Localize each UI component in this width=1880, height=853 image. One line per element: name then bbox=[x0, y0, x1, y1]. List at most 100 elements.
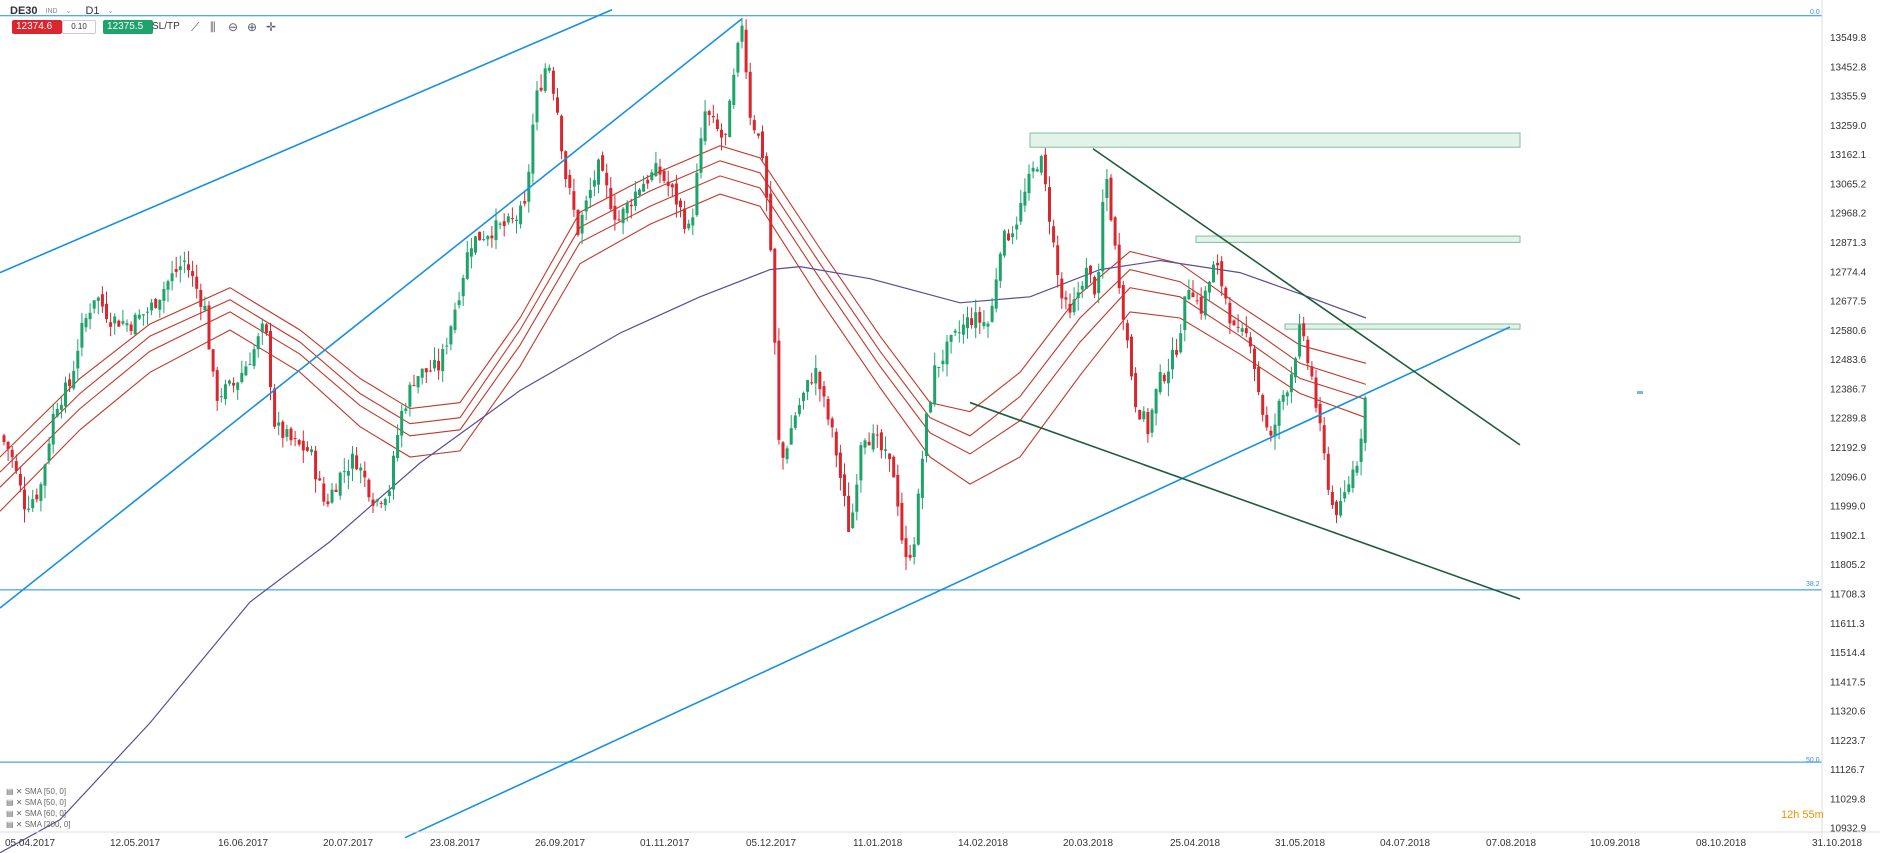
candle-body bbox=[1105, 178, 1109, 198]
line-chart-icon[interactable]: ⟋ bbox=[191, 20, 200, 34]
candle-body bbox=[18, 473, 22, 486]
price-tick-label: 11805.2 bbox=[1830, 560, 1866, 571]
candle-body bbox=[724, 133, 728, 135]
date-tick-label: 08.10.2018 bbox=[1696, 838, 1746, 849]
price-tick-label: 12289.8 bbox=[1830, 414, 1867, 425]
sltp-button[interactable]: SL/TP bbox=[152, 21, 180, 32]
date-tick-label: 31.05.2018 bbox=[1275, 838, 1325, 849]
candle-body bbox=[490, 235, 494, 239]
trendline[interactable] bbox=[404, 326, 1511, 839]
candle-body bbox=[1203, 290, 1207, 316]
candle-body bbox=[621, 208, 625, 224]
candle-body bbox=[847, 495, 851, 532]
candle-body bbox=[158, 299, 162, 310]
candle-body bbox=[551, 70, 555, 94]
timeframe-label[interactable]: D1 bbox=[85, 5, 100, 17]
candle-body bbox=[929, 402, 933, 413]
candle-body bbox=[297, 440, 301, 445]
indicator-label[interactable]: ▤ ✕ SMA [50, 0] bbox=[6, 798, 67, 807]
trendlines[interactable] bbox=[0, 9, 1521, 839]
indicator-label[interactable]: ▤ ✕ SMA [50, 0] bbox=[6, 787, 67, 796]
candle-body bbox=[855, 484, 859, 512]
candle-body bbox=[310, 449, 313, 453]
candle-body bbox=[1228, 302, 1232, 324]
price-tick-label: 11999.0 bbox=[1830, 502, 1866, 513]
candle-body bbox=[720, 129, 723, 138]
candle-body bbox=[884, 449, 887, 451]
buy-button[interactable]: 12375.5 bbox=[103, 20, 153, 34]
price-tick-label: 11708.3 bbox=[1830, 589, 1866, 600]
zoom-out-icon[interactable]: ⊖ bbox=[228, 20, 239, 34]
candle-body bbox=[109, 322, 113, 327]
candle-body bbox=[31, 499, 35, 509]
candle-body bbox=[736, 42, 740, 73]
candle-body bbox=[146, 311, 149, 313]
crosshair-icon[interactable]: ✛ bbox=[266, 20, 277, 34]
date-tick-label: 01.11.2017 bbox=[640, 838, 690, 849]
candle-body bbox=[1244, 328, 1248, 334]
date-tick-label: 05.04.2017 bbox=[5, 838, 55, 849]
candle-body bbox=[1076, 292, 1080, 299]
candle-body bbox=[994, 279, 998, 309]
candle-body bbox=[1277, 400, 1281, 426]
resistance-zones bbox=[1029, 132, 1521, 330]
chevron-down-icon[interactable]: ⌄ bbox=[65, 8, 72, 15]
indicator-label[interactable]: ▤ ✕ SMA [60, 0] bbox=[6, 809, 67, 818]
candle-body bbox=[133, 314, 137, 335]
trendline[interactable] bbox=[0, 18, 743, 609]
candle-body bbox=[1322, 425, 1326, 454]
candle-body bbox=[207, 305, 211, 350]
candle-body bbox=[1011, 233, 1015, 238]
lot-input[interactable]: 0.10 bbox=[62, 20, 96, 34]
sell-button[interactable]: 12374.6 bbox=[12, 20, 62, 34]
zoom-in-icon[interactable]: ⊕ bbox=[247, 20, 258, 34]
candle-body bbox=[264, 324, 268, 333]
price-tick-label: 11611.3 bbox=[1830, 619, 1865, 630]
candle-body bbox=[346, 470, 350, 476]
candle-body bbox=[125, 323, 129, 326]
price-tick-label: 13355.9 bbox=[1830, 92, 1867, 103]
price-tick-label: 12580.6 bbox=[1830, 326, 1867, 337]
price-tick-label: 12677.5 bbox=[1830, 297, 1867, 308]
indicator-label[interactable]: ▤ ✕ SMA [200, 0] bbox=[6, 820, 71, 829]
candle-body bbox=[285, 429, 289, 437]
fib-label: 50.0 bbox=[1806, 757, 1820, 764]
candle-body bbox=[683, 208, 687, 229]
candle-body bbox=[154, 299, 158, 308]
candle-body bbox=[1015, 224, 1019, 230]
candle-body bbox=[752, 120, 756, 131]
candle-body bbox=[27, 508, 31, 510]
candle-body bbox=[260, 323, 264, 333]
candle-body bbox=[609, 187, 613, 209]
chevron-down-icon[interactable]: ⌄ bbox=[107, 8, 114, 15]
candle-body bbox=[1298, 324, 1302, 357]
trendline[interactable] bbox=[1092, 148, 1521, 446]
symbol-label[interactable]: DE30 bbox=[10, 5, 38, 17]
date-tick-label: 12.05.2017 bbox=[110, 838, 160, 849]
candle-body bbox=[1310, 366, 1314, 377]
candle-body bbox=[978, 311, 982, 323]
indicators-icon[interactable]: ⫼ bbox=[210, 20, 216, 34]
candle-timer: 12h 55m bbox=[1781, 809, 1824, 821]
candle-body bbox=[1236, 326, 1240, 328]
candle-body bbox=[392, 455, 395, 490]
candle-body bbox=[1179, 333, 1183, 353]
candle-body bbox=[396, 434, 400, 459]
candle-body bbox=[1187, 289, 1191, 300]
candle-body bbox=[113, 316, 117, 324]
candle-body bbox=[359, 467, 363, 471]
candle-body bbox=[219, 396, 223, 398]
trendline[interactable] bbox=[969, 401, 1521, 600]
date-axis: 05.04.2017 12.05.2017 16.06.2017 20.07.2017… bbox=[0, 831, 1880, 849]
candle-body bbox=[789, 428, 793, 445]
candle-body bbox=[834, 431, 838, 456]
trendline[interactable] bbox=[0, 9, 613, 274]
date-tick-label: 10.09.2018 bbox=[1590, 838, 1640, 849]
price-tick-label: 11320.6 bbox=[1830, 707, 1866, 718]
candle-body bbox=[982, 322, 986, 326]
candle-body bbox=[502, 221, 506, 226]
candle-body bbox=[879, 432, 883, 451]
candle-body bbox=[408, 384, 412, 407]
candle-body bbox=[818, 371, 822, 390]
